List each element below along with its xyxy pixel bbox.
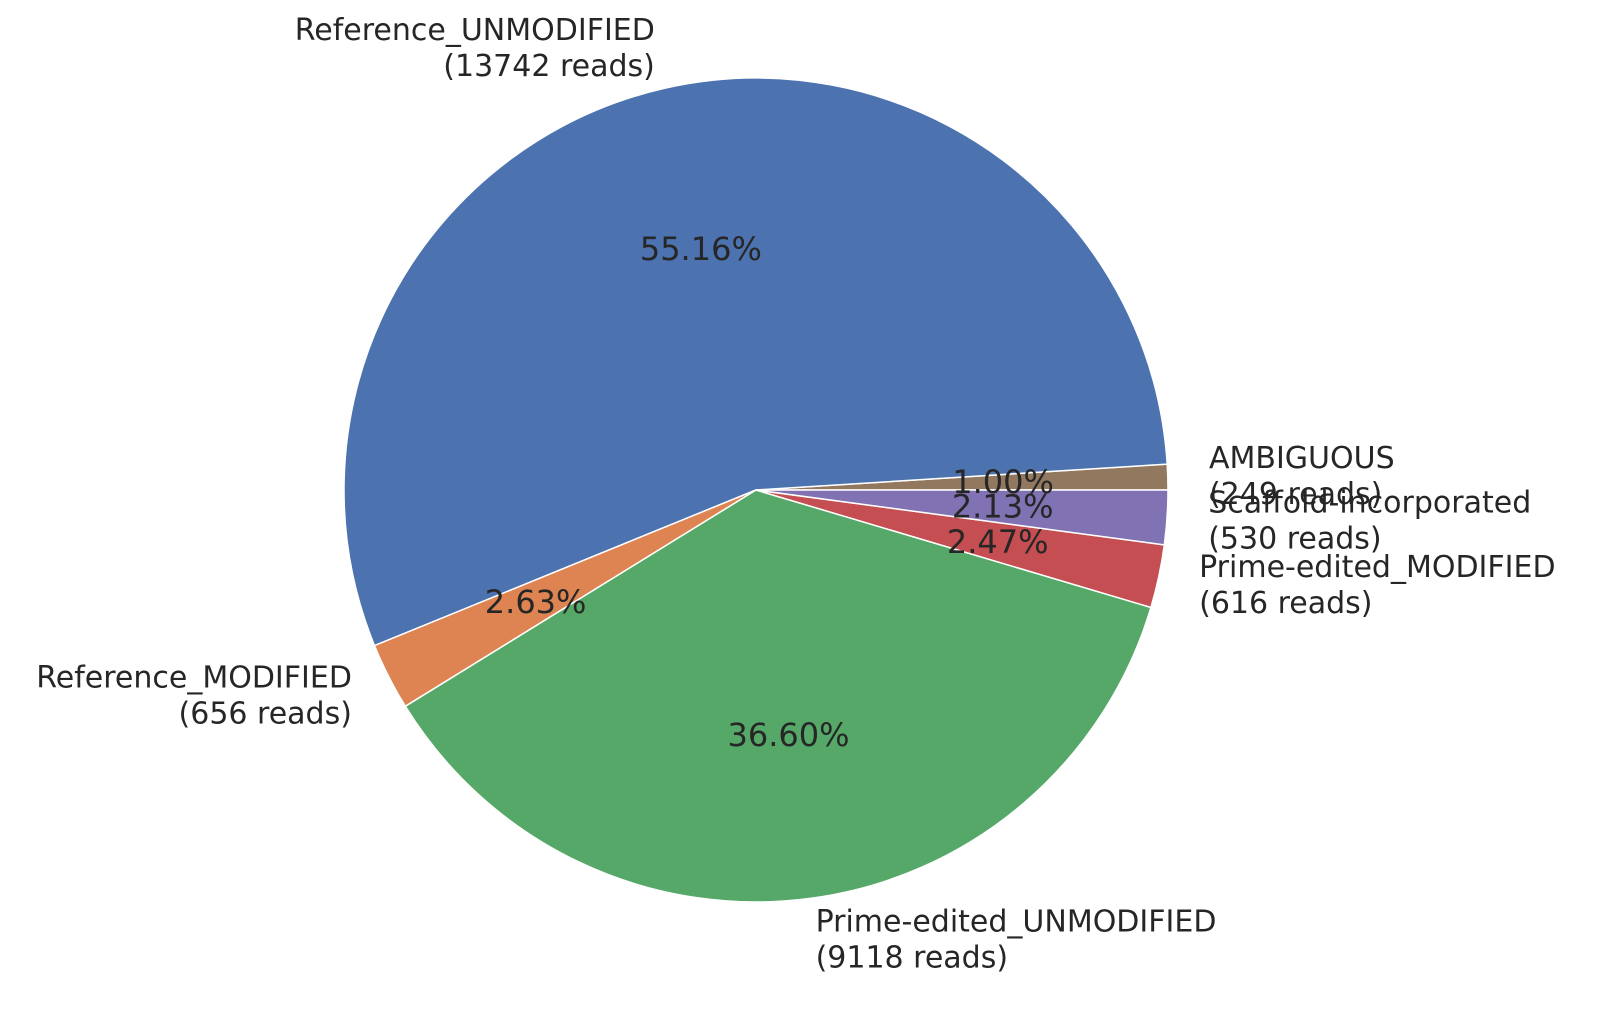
pie-percent-label: 2.13% — [952, 488, 1054, 526]
pie-percent-label: 1.00% — [952, 463, 1054, 501]
pie-slice-name: Prime-edited_UNMODIFIED — [816, 904, 1217, 939]
pie-slice-label: Prime-edited_MODIFIED (616 reads) — [1199, 550, 1555, 621]
pie-slice-3 — [404, 489, 1152, 903]
pie-slice-reads: (249 reads) — [1209, 477, 1382, 512]
pie-slice-5 — [755, 489, 1169, 546]
pie-slice-name: Prime-edited_MODIFIED — [1199, 550, 1555, 585]
pie-slice-1 — [343, 77, 1168, 647]
pie-percent-label: 55.16% — [640, 230, 762, 268]
pie-slice-reads: (616 reads) — [1199, 586, 1372, 621]
pie-slice-reads: (13742 reads) — [443, 49, 655, 84]
pie-slice-name: Reference_MODIFIED — [36, 660, 352, 695]
pie-slice-label: Reference_UNMODIFIED (13742 reads) — [295, 13, 655, 84]
pie-labels: AMBIGUOUS (249 reads) Reference_UNMODIFIED… — [36, 13, 1555, 975]
pie-slice-label: Scaffold-incorporated (530 reads) — [1208, 485, 1531, 556]
pie-percent-label: 2.63% — [485, 583, 587, 621]
pie-slice-label: Prime-edited_UNMODIFIED (9118 reads) — [816, 904, 1217, 975]
pie-slice-name: Reference_UNMODIFIED — [295, 13, 655, 48]
pie-slice-name: Scaffold-incorporated — [1208, 485, 1531, 520]
pie-slice-label: Reference_MODIFIED (656 reads) — [36, 660, 352, 731]
pie-slice-reads: (9118 reads) — [816, 940, 1008, 975]
pie-slice-label: AMBIGUOUS (249 reads) — [1209, 441, 1395, 512]
pie-percent-label: 2.47% — [947, 523, 1049, 561]
pie-percent-labels: 1.00% 55.16% 2.63% 36.60% 2.47%2.13% — [485, 230, 1054, 754]
pie-percent-label: 36.60% — [727, 716, 849, 754]
pie-slice-reads: (530 reads) — [1208, 521, 1381, 556]
pie-slice-name: AMBIGUOUS — [1209, 441, 1395, 476]
pie-slices — [343, 77, 1169, 903]
pie-slice-reads: (656 reads) — [179, 696, 352, 731]
